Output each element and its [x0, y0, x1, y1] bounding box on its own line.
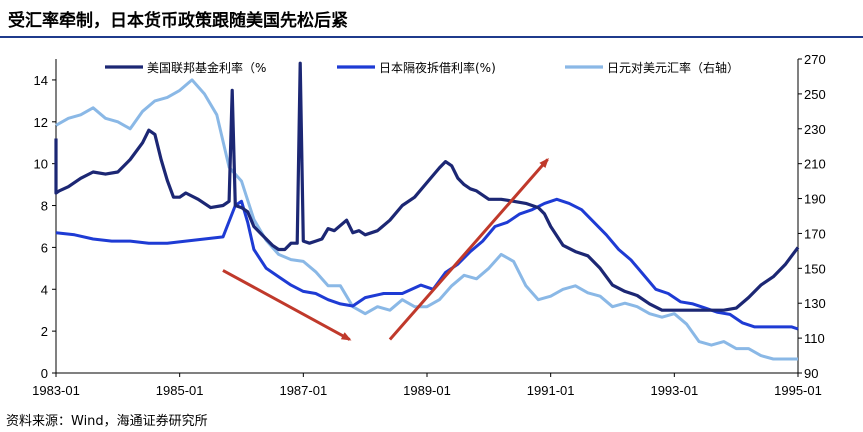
y-left-tick-label: 4	[41, 282, 48, 297]
axes: 0 2 4 6 8 10 12 14 90 110 130 150 170 190 210 230 250 270…	[32, 52, 826, 398]
series-fed-funds-line	[54, 61, 800, 312]
y-right-tick-label: 230	[804, 122, 826, 137]
y-right-tick-label: 110	[804, 331, 825, 346]
y-right-tick-label: 150	[804, 261, 826, 276]
legend: 美国联邦基金利率（% 日本隔夜拆借利率(%) 日元对美元汇率（右轴）	[105, 60, 739, 75]
x-tick-label: 1989-01	[403, 383, 451, 398]
x-tick-label: 1993-01	[650, 383, 698, 398]
series-usdjpy-line	[55, 78, 798, 361]
y-left-tick-label: 0	[41, 366, 48, 381]
x-tick-label: 1995-01	[774, 383, 822, 398]
y-left-tick-label: 2	[41, 324, 48, 339]
plot-area	[54, 61, 800, 361]
y-left-tick-label: 10	[34, 157, 48, 172]
y-right-tick-label: 90	[804, 366, 818, 381]
y-right-tick-label: 170	[804, 226, 826, 241]
y-left-tick-label: 14	[34, 73, 48, 88]
title-rule	[0, 36, 863, 38]
y-left-tick-label: 8	[41, 199, 48, 214]
y-right-tick-label: 210	[804, 157, 826, 172]
y-left-tick-label: 12	[34, 115, 48, 130]
legend-label: 日元对美元汇率（右轴）	[607, 60, 739, 75]
y-right-tick-label: 130	[804, 296, 826, 311]
x-tick-label: 1991-01	[527, 383, 575, 398]
y-right-tick-label: 250	[804, 87, 826, 102]
easing-trend-arrow	[222, 269, 352, 341]
y-right-tick-label: 190	[804, 192, 826, 207]
legend-label: 日本隔夜拆借利率(%)	[379, 60, 496, 75]
y-right-tick-label: 270	[804, 52, 826, 67]
x-tick-label: 1985-01	[156, 383, 204, 398]
page-title: 受汇率牵制，日本货币政策跟随美国先松后紧	[8, 11, 348, 31]
legend-label: 美国联邦基金利率（%	[147, 60, 266, 75]
x-tick-label: 1987-01	[279, 383, 327, 398]
source-note: 资料来源：Wind，海通证券研究所	[6, 414, 208, 429]
y-left-tick-label: 6	[41, 240, 48, 255]
tightening-trend-arrow	[388, 157, 549, 341]
x-tick-label: 1983-01	[32, 383, 80, 398]
